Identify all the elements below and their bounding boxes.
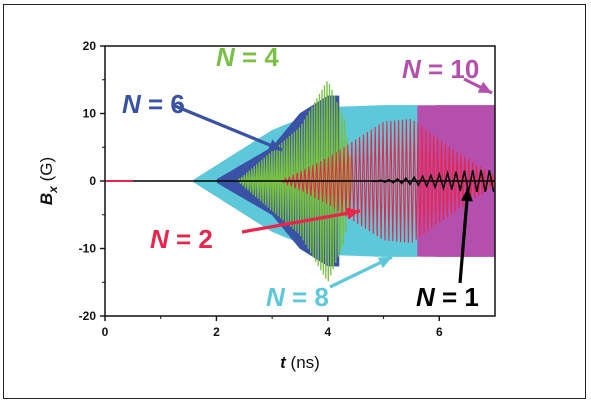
arrow-n2: [241, 209, 361, 234]
y-axis-var: B: [37, 193, 56, 205]
annotation-n4: N = 4: [216, 42, 279, 72]
x-tick-label: 6: [436, 325, 443, 339]
y-tick-label: 0: [89, 174, 96, 188]
y-tick-label: 10: [83, 107, 97, 121]
annotation-n8: N = 8: [266, 282, 329, 312]
arrow-n2-head: [346, 207, 360, 220]
annotation-n6: N = 6: [122, 89, 185, 119]
y-tick-label: -20: [79, 309, 97, 323]
tick-layer: 0 2 4 6 -20 -10 0 10 20: [79, 39, 443, 339]
y-axis-unit: (G): [37, 157, 56, 186]
arrow-layer: [174, 77, 493, 289]
annotation-n2: N = 2: [150, 224, 213, 254]
x-tick-label: 0: [102, 325, 109, 339]
arrow-n6-head: [267, 139, 282, 151]
y-axis-title: Bx (G): [37, 157, 60, 205]
arrow-n1: [458, 187, 470, 284]
annotation-n1: N = 1: [416, 282, 479, 312]
arrow-n10-head: [477, 81, 492, 93]
y-axis-sub: x: [46, 185, 60, 194]
x-tick-label: 4: [325, 325, 332, 339]
y-tick-label: 20: [83, 39, 97, 53]
arrow-n8-head: [377, 257, 392, 269]
arrow-n6: [174, 104, 283, 152]
annotation-n10: N = 10: [402, 54, 479, 84]
x-axis-var: t: [280, 353, 287, 372]
arrow-n1-head: [460, 188, 473, 202]
x-axis-title: t (ns): [280, 353, 320, 372]
y-tick-label: -10: [79, 242, 97, 256]
x-tick-label: 2: [213, 325, 220, 339]
x-axis-unit: (ns): [286, 353, 320, 372]
series-n1: [372, 170, 495, 192]
